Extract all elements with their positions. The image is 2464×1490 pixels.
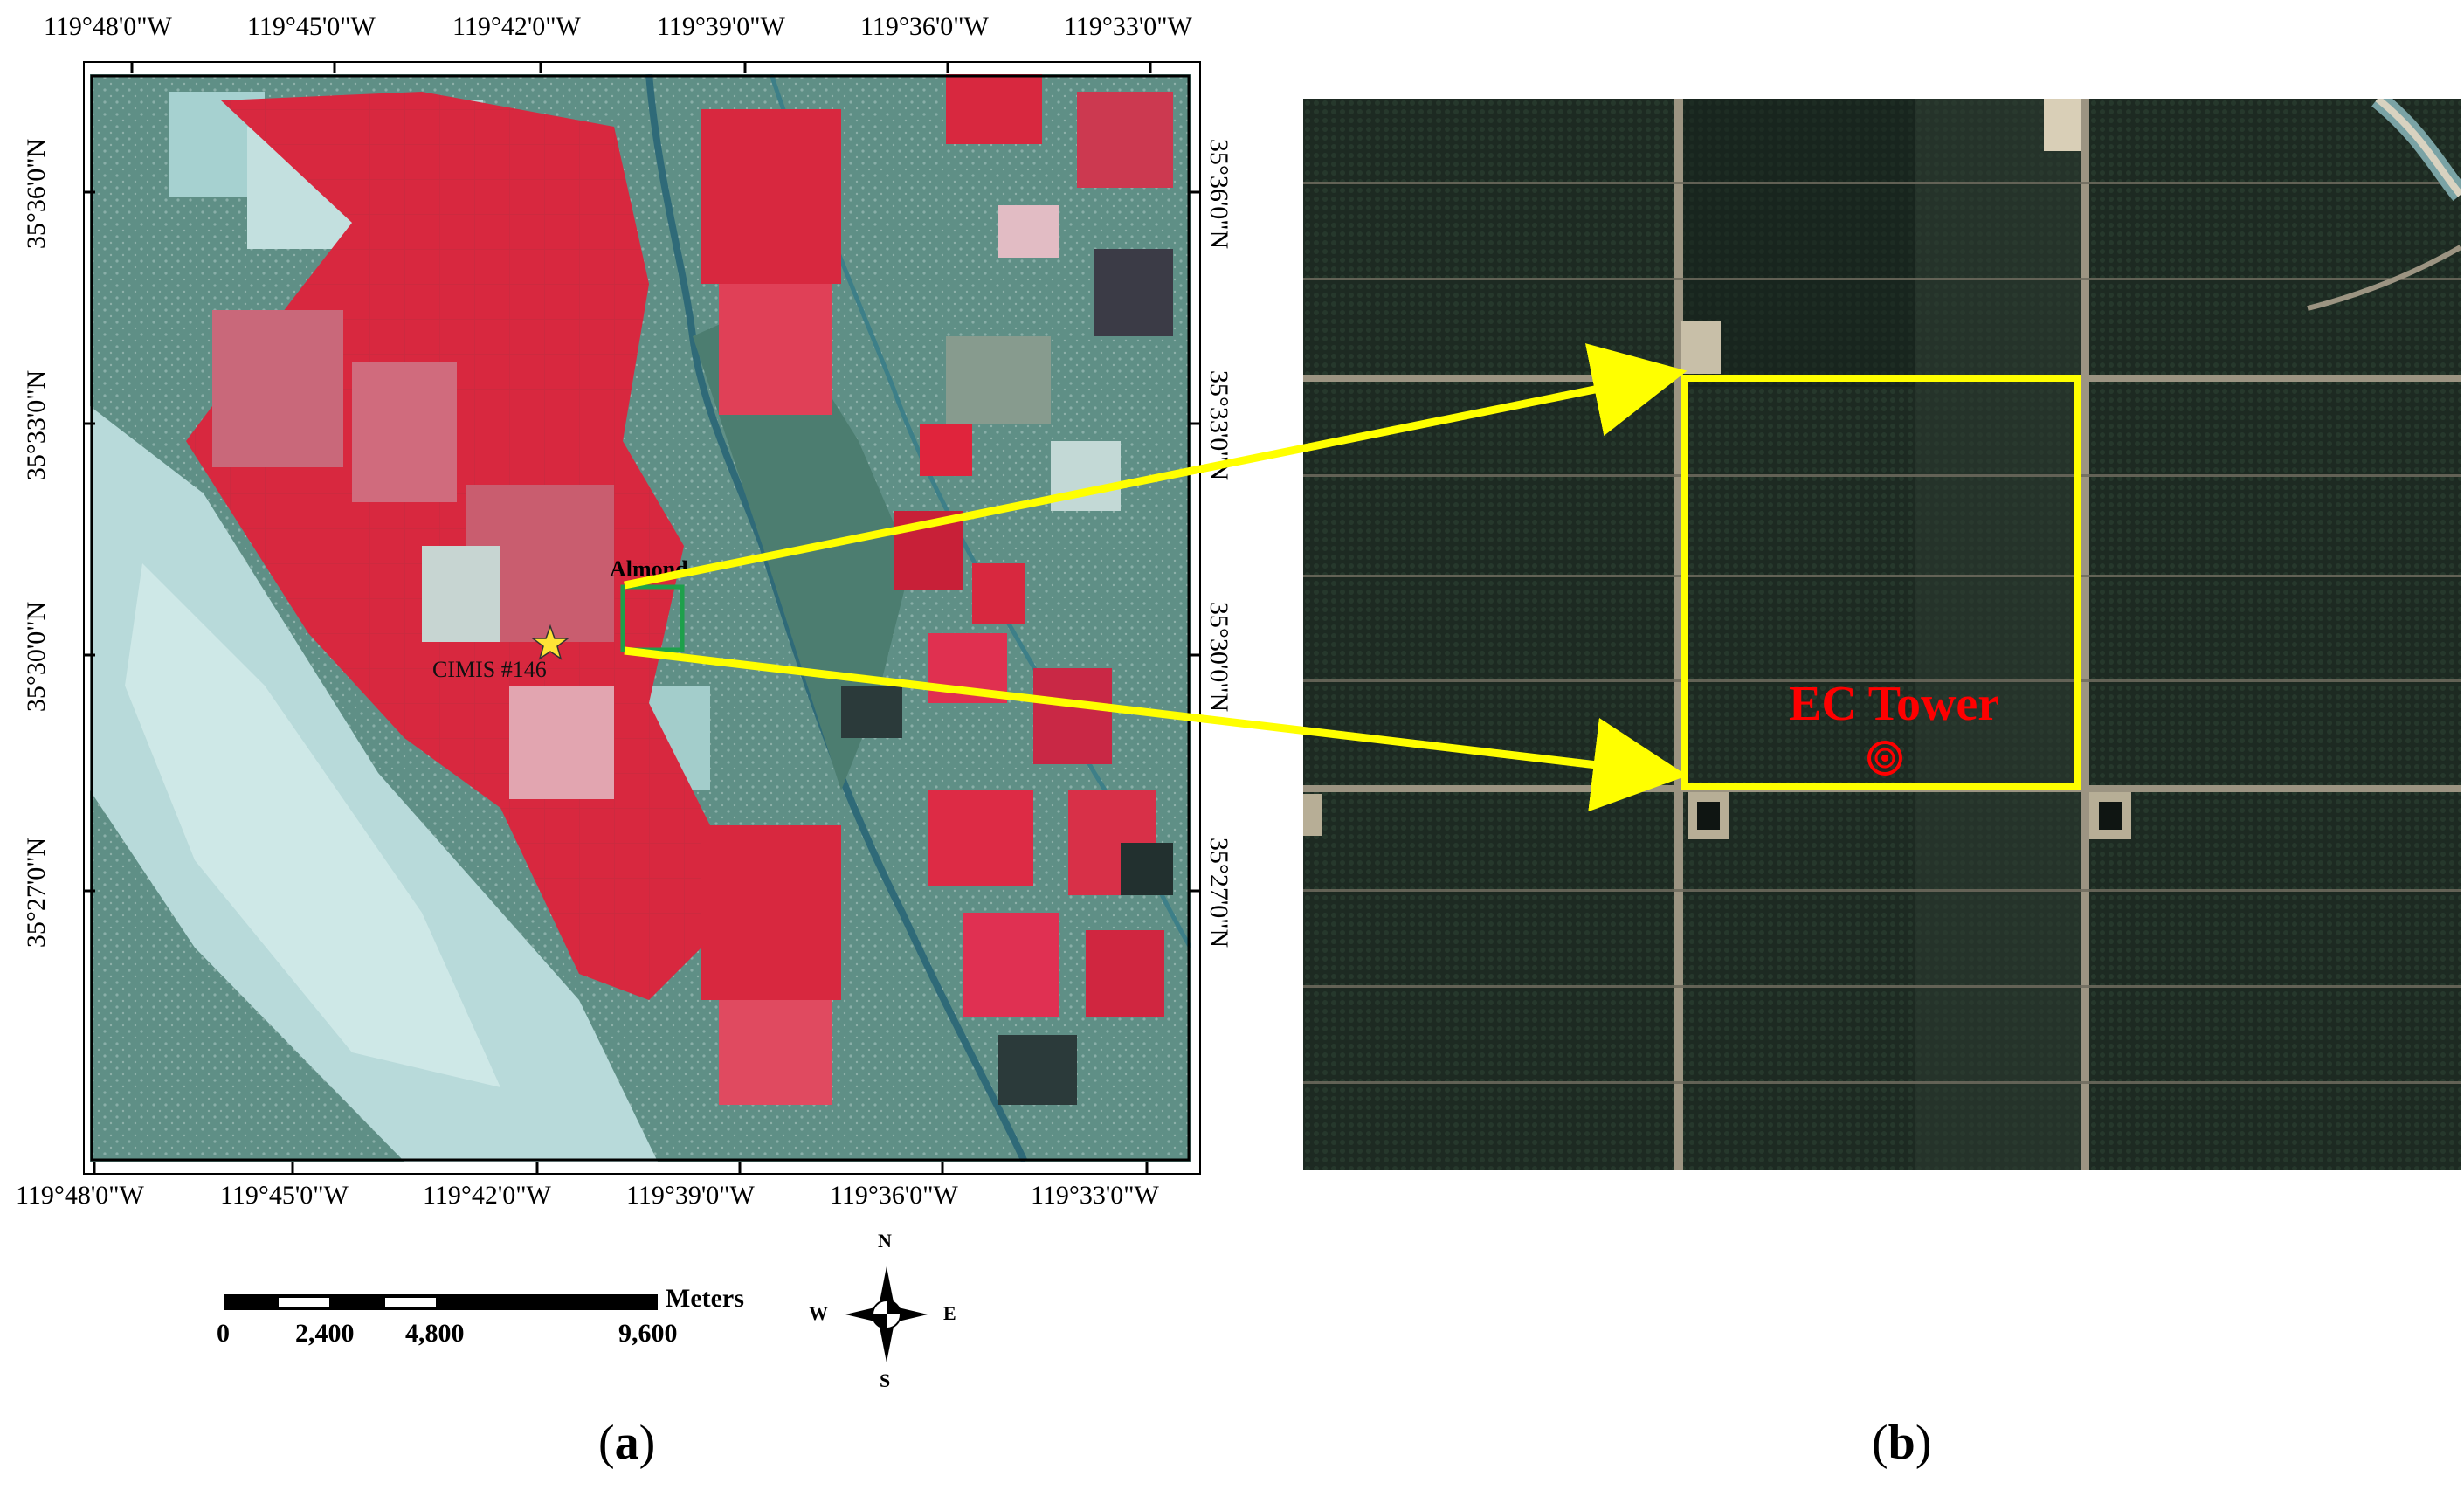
top-lon-label: 119°33'0"W <box>1064 12 1192 41</box>
panel-b-caption: (b) <box>1872 1416 1932 1470</box>
scale-tick-label: 4,800 <box>405 1319 465 1348</box>
bottom-lon-label: 119°48'0"W <box>16 1181 144 1210</box>
scale-tick-label: 0 <box>217 1319 230 1348</box>
ec-tower-icon <box>1867 741 1902 776</box>
left-lat-label: 35°36'0"N <box>22 138 51 250</box>
left-lat-label: 35°27'0"N <box>22 837 51 948</box>
compass-w-label: W <box>809 1302 828 1324</box>
cimis-station-label: CIMIS #146 <box>432 657 547 682</box>
top-lon-label: 119°42'0"W <box>452 12 581 41</box>
compass-s-label: S <box>880 1369 891 1391</box>
compass-n-label: N <box>878 1230 892 1252</box>
right-lat-label: 35°30'0"N <box>1204 601 1233 713</box>
right-lat-label: 35°36'0"N <box>1204 138 1233 250</box>
scale-unit-label: Meters <box>666 1284 744 1313</box>
map-frame <box>83 61 1201 1175</box>
top-lon-label: 119°48'0"W <box>44 12 172 41</box>
cimis-station-star-icon <box>530 624 570 660</box>
bottom-lon-label: 119°39'0"W <box>626 1181 755 1210</box>
almond-label: Almond <box>610 556 688 582</box>
top-lon-label: 119°36'0"W <box>860 12 989 41</box>
scale-bar <box>224 1294 658 1310</box>
bottom-lon-label: 119°36'0"W <box>830 1181 958 1210</box>
orchard-satellite-image <box>1303 99 2461 1170</box>
top-lon-label: 119°39'0"W <box>657 12 785 41</box>
left-lat-label: 35°33'0"N <box>22 369 51 481</box>
bottom-lon-label: 119°42'0"W <box>423 1181 551 1210</box>
scale-tick-label: 9,600 <box>618 1319 678 1348</box>
right-lat-label: 35°27'0"N <box>1204 837 1233 948</box>
study-area-highlight-box <box>1681 375 2081 790</box>
left-lat-label: 35°30'0"N <box>22 601 51 713</box>
bottom-lon-label: 119°45'0"W <box>220 1181 349 1210</box>
right-lat-label: 35°33'0"N <box>1204 369 1233 481</box>
compass-e-label: E <box>943 1302 956 1324</box>
scale-tick-label: 2,400 <box>295 1319 355 1348</box>
ec-tower-label: EC Tower <box>1789 677 2000 731</box>
panel-a-caption: (a) <box>598 1416 656 1470</box>
bottom-lon-label: 119°33'0"W <box>1031 1181 1159 1210</box>
top-lon-label: 119°45'0"W <box>247 12 376 41</box>
north-arrow-icon <box>845 1266 928 1362</box>
